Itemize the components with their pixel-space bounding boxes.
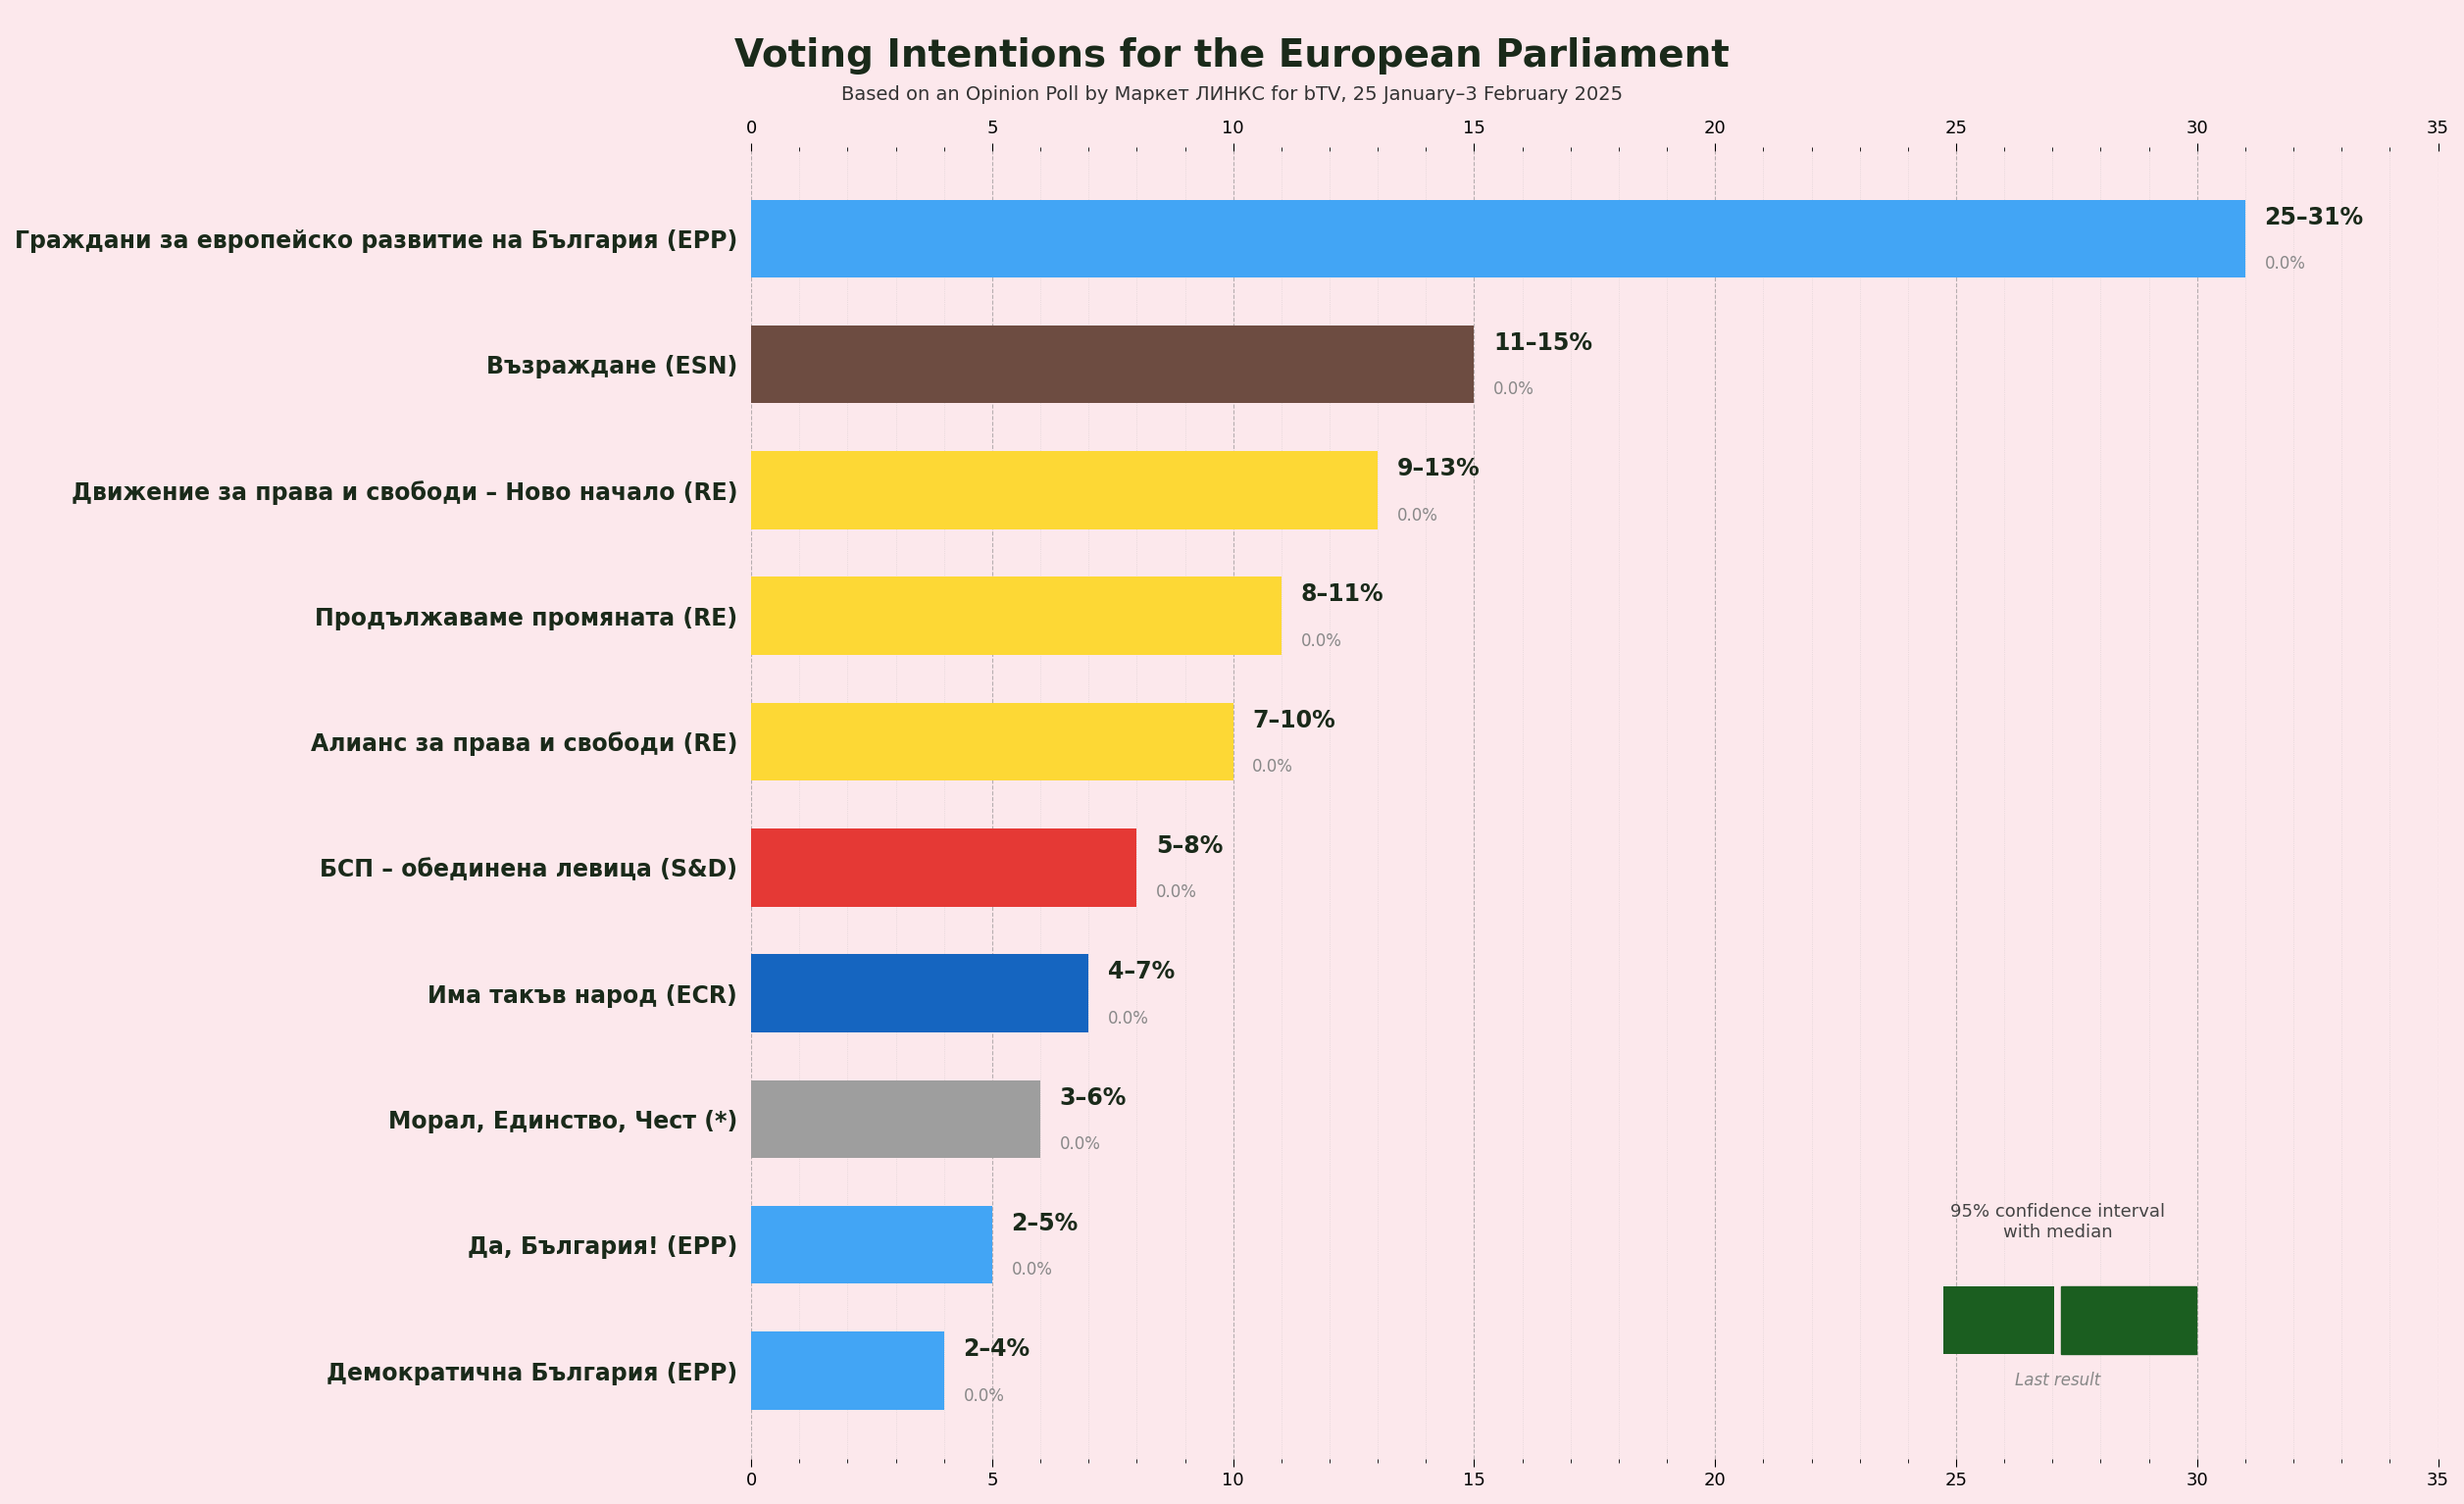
Text: 11–15%: 11–15% (1493, 331, 1592, 355)
Bar (897, 1080, 1040, 1158)
Bar (993, 829, 1136, 907)
Bar (752, 1331, 848, 1409)
Text: 3–6%: 3–6% (1060, 1086, 1126, 1110)
Text: 0.0%: 0.0% (963, 1387, 1005, 1405)
Text: 0.0%: 0.0% (1301, 632, 1343, 650)
Text: 2–4%: 2–4% (963, 1337, 1030, 1361)
Bar (752, 829, 993, 907)
Bar (752, 702, 1089, 781)
Bar (752, 451, 1185, 529)
Text: 5–8%: 5–8% (1156, 835, 1222, 857)
Bar (752, 955, 944, 1032)
Bar (1281, 325, 1473, 403)
Bar (752, 200, 1956, 278)
Text: 0.0%: 0.0% (1109, 1009, 1148, 1027)
Text: 0.0%: 0.0% (1493, 381, 1535, 399)
Text: 0.0%: 0.0% (1010, 1262, 1052, 1278)
Bar (944, 955, 1089, 1032)
Bar (1136, 578, 1281, 654)
Text: 0.0%: 0.0% (1156, 884, 1198, 901)
Text: 0.0%: 0.0% (2264, 256, 2306, 272)
Bar (752, 1206, 848, 1284)
Text: 0.0%: 0.0% (1252, 758, 1294, 776)
Bar (752, 1080, 897, 1158)
Bar (848, 1206, 993, 1284)
Bar (752, 578, 1136, 654)
Text: 0.0%: 0.0% (1397, 507, 1439, 525)
Bar (1185, 451, 1377, 529)
Text: 4–7%: 4–7% (1109, 960, 1175, 984)
Bar (752, 325, 1281, 403)
Text: Voting Intentions for the European Parliament: Voting Intentions for the European Parli… (734, 38, 1730, 75)
Text: Based on an Opinion Poll by Маркет ЛИНКС for bTV, 25 January–3 February 2025: Based on an Opinion Poll by Маркет ЛИНКС… (840, 86, 1624, 104)
Text: 0.0%: 0.0% (1060, 1136, 1101, 1154)
Text: 9–13%: 9–13% (1397, 457, 1481, 481)
Text: 7–10%: 7–10% (1252, 708, 1335, 732)
Bar (1956, 200, 2245, 278)
Text: 8–11%: 8–11% (1301, 584, 1385, 606)
Text: 2–5%: 2–5% (1010, 1212, 1079, 1235)
Text: Last result: Last result (2016, 1372, 2099, 1390)
Text: 25–31%: 25–31% (2264, 206, 2363, 229)
Text: 95% confidence interval
with median: 95% confidence interval with median (1949, 1203, 2166, 1241)
Bar (848, 1331, 944, 1409)
Bar (1089, 702, 1232, 781)
